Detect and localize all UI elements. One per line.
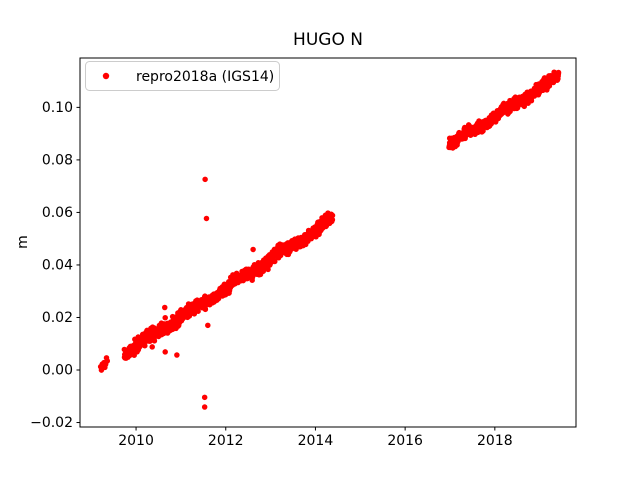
scatter-point: [272, 258, 278, 265]
legend-entry-label: repro2018a (IGS14): [136, 69, 274, 85]
legend-red-dot-marker-icon: [102, 72, 110, 80]
chart-title: HUGO N: [293, 30, 363, 50]
scatter-point: [250, 246, 256, 253]
scatter-point: [162, 349, 168, 355]
x-tick-label: 2010: [118, 433, 154, 449]
scatter-point: [203, 215, 210, 222]
scatter-point: [265, 266, 271, 273]
scatter-point: [149, 344, 155, 350]
y-tick-label: −0.02: [30, 415, 73, 431]
y-tick-label: 0.04: [42, 257, 73, 273]
scatter-point: [555, 69, 562, 76]
y-tick-label: 0.06: [42, 205, 73, 221]
x-tick-label: 2018: [477, 433, 513, 449]
legend-box: repro2018a (IGS14): [85, 61, 280, 91]
y-tick-label: 0.02: [42, 310, 73, 326]
scatter-point: [195, 308, 201, 314]
scatter-point: [162, 314, 168, 321]
scatter-point: [201, 404, 208, 410]
axis-ticks: 2010 2012 2014 2016 2018 −0.02 0.00 0.02 0.04 0.0…: [30, 100, 513, 449]
x-tick-label: 2014: [298, 433, 334, 449]
y-tick-label: 0.10: [42, 100, 73, 116]
scatter-point: [329, 212, 336, 219]
y-axis-label: m: [15, 235, 31, 249]
x-tick-label: 2012: [208, 433, 244, 449]
y-tick-label: 0.08: [42, 152, 73, 168]
axes-spines: [79, 57, 577, 428]
scatter-point: [151, 338, 158, 344]
scatter-point: [205, 322, 211, 329]
scatter-point: [162, 304, 168, 311]
scatter-point: [201, 394, 208, 401]
legend-frame: [85, 61, 280, 91]
scatter-point: [202, 306, 209, 313]
scatter-point: [104, 358, 111, 364]
y-tick-label: 0.00: [42, 363, 73, 379]
scatter-series-repro2018a: [97, 69, 562, 410]
scatter-point: [521, 103, 528, 110]
scatter-point: [142, 342, 148, 349]
scatter-point: [174, 352, 180, 358]
scatter-point: [329, 216, 336, 223]
scatter-point: [202, 176, 208, 183]
x-tick-label: 2016: [387, 433, 423, 449]
scatter-point: [162, 327, 169, 333]
